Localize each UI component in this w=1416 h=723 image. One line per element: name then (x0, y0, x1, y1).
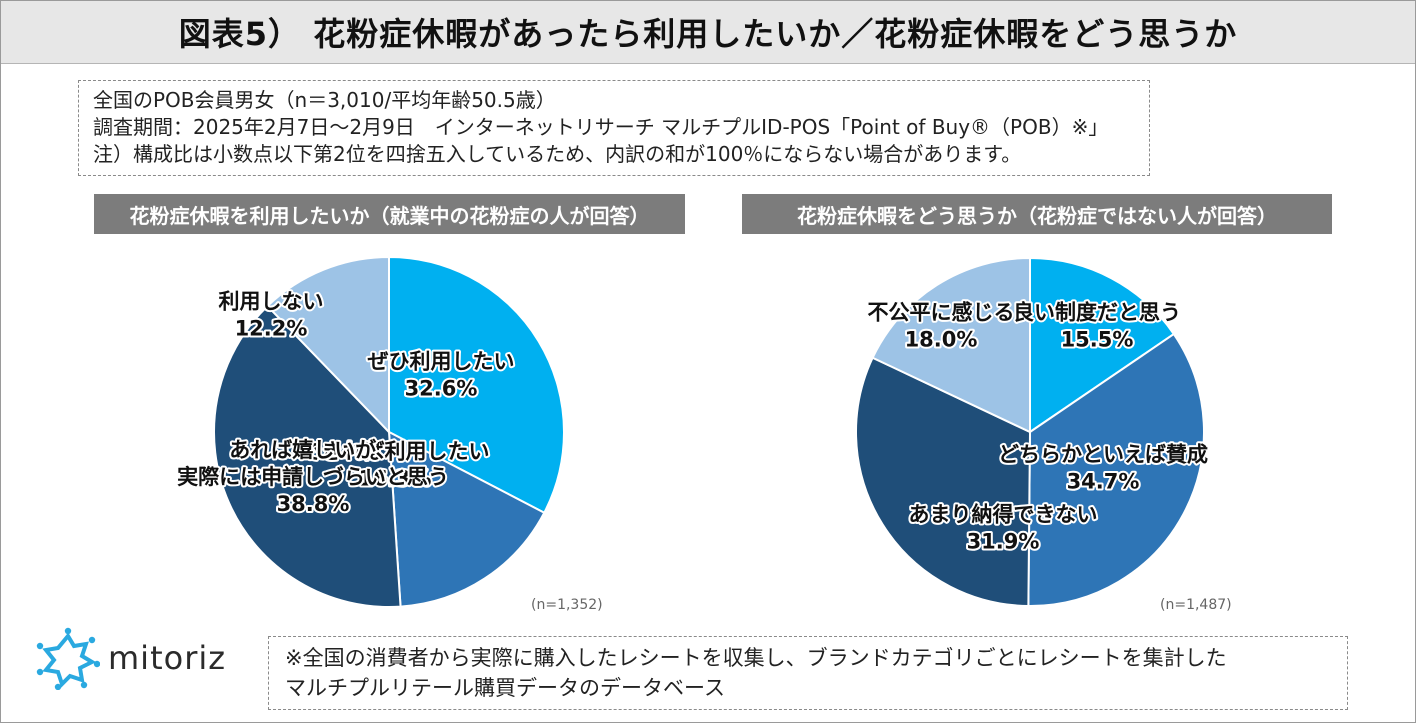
pie-slice (1027, 332, 1205, 607)
footnote-line: マルチプルリテール購買データのデータベース (285, 676, 725, 700)
slice-value-label: 38.8% (277, 492, 350, 516)
right-sample-size: (n=1,487) (1160, 597, 1232, 613)
pie-slice (388, 255, 565, 515)
survey-note-line: 調査期間：2025年2月7日～2月9日 インターネットリサーチ マルチプルID-… (93, 115, 1109, 139)
slice-value-label: 15.5% (1061, 328, 1134, 352)
slice-value-label: 16.3% (359, 467, 432, 491)
left-chart-title: 花粉症休暇を利用したいか（就業中の花粉症の人が回答） (94, 194, 685, 234)
slice-value-label: 18.0% (905, 328, 978, 352)
slice-value-label: 12.2% (235, 317, 308, 341)
mitoriz-logo-icon (36, 627, 100, 690)
pob-footnote: ※全国の消費者から実際に購入したレシートを収集し、ブランドカテゴリごとにレシート… (268, 636, 1348, 710)
slice-category-label: ぜひ利用したい (368, 350, 515, 374)
pie-slice (1029, 256, 1176, 434)
slice-category-label: 利用しない (219, 290, 324, 314)
pie-slice (871, 256, 1031, 434)
figure-title: 図表5） 花粉症休暇があったら利用したいか／花粉症休暇をどう思うか (1, 1, 1415, 64)
logo-wordmark: mitoriz (108, 639, 227, 677)
slice-value-label: 31.9% (967, 530, 1040, 554)
pie-slice (266, 255, 390, 435)
right-pie-chart: 良い制度だと思う 15.5% どちらかといえば賛成 34.7% あまり納得できない 31.… (855, 256, 1210, 608)
footnote-line: ※全国の消費者から実際に購入したレシートを収集し、ブランドカテゴリごとにレシート… (285, 646, 1227, 670)
left-sample-size: (n=1,352) (531, 597, 603, 613)
survey-notes: 全国のPOB会員男女（n＝3,010/平均年齢50.5歳） 調査期間：2025年… (78, 80, 1150, 176)
slice-category-label: どちらかといえば賛成 (998, 443, 1208, 467)
survey-note-line: 注）構成比は小数点以下第2位を四捨五入しているため、内訳の和が100％にならない… (93, 142, 1022, 166)
pie-slice (855, 356, 1032, 608)
slice-category-label: 良い制度だと思う (1013, 301, 1181, 325)
left-pie-chart: ぜひ利用したい 32.6% できれば利用したい 16.3% あれば嬉しいが、実際には申請… (175, 255, 565, 608)
slice-category-label: 実際には申請しづらいと思う (177, 465, 449, 489)
slice-category-label: 不公平に感じる (868, 301, 1015, 325)
pie-slice (387, 430, 546, 608)
slice-value-label: 34.7% (1067, 470, 1140, 494)
pie-slice (213, 304, 402, 608)
survey-note-line: 全国のPOB会員男女（n＝3,010/平均年齢50.5歳） (93, 88, 556, 112)
slice-value-label: 32.6% (405, 377, 478, 401)
slice-category-label: あまり納得できない (909, 503, 1098, 527)
slice-category-label: できれば利用したい (301, 440, 490, 464)
slice-category-label: あれば嬉しいが、 (229, 438, 397, 462)
right-chart-title: 花粉症休暇をどう思うか（花粉症ではない人が回答） (742, 194, 1332, 234)
mitoriz-logo: mitoriz (36, 627, 227, 690)
